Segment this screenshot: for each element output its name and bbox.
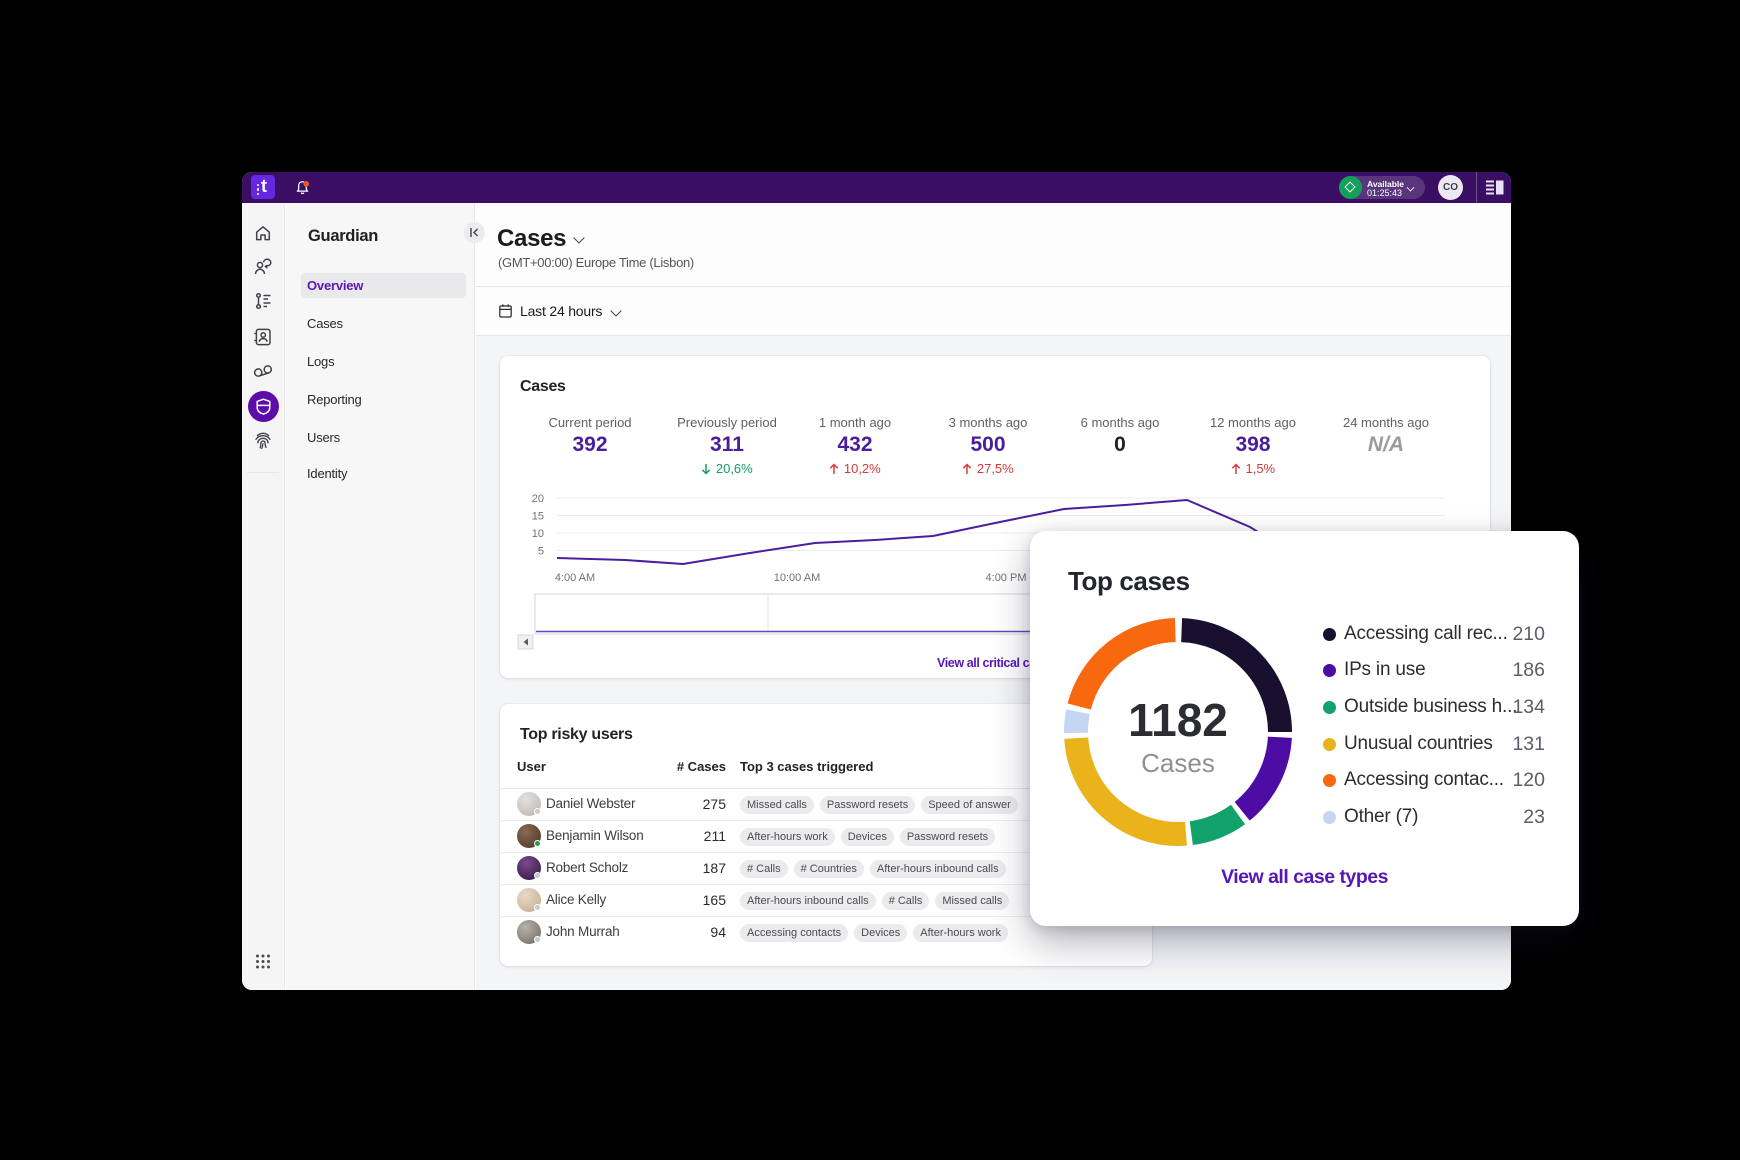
svg-text:Cases: Cases: [1141, 748, 1215, 778]
svg-text:15: 15: [532, 511, 544, 523]
svg-text:1182: 1182: [1128, 694, 1228, 746]
svg-text:20: 20: [532, 493, 544, 505]
svg-text:5: 5: [538, 546, 544, 558]
svg-text:4:00 AM: 4:00 AM: [555, 572, 595, 584]
svg-text:4:00 PM: 4:00 PM: [986, 572, 1027, 584]
svg-text:10:00 AM: 10:00 AM: [774, 572, 820, 584]
svg-text:10: 10: [532, 528, 544, 540]
